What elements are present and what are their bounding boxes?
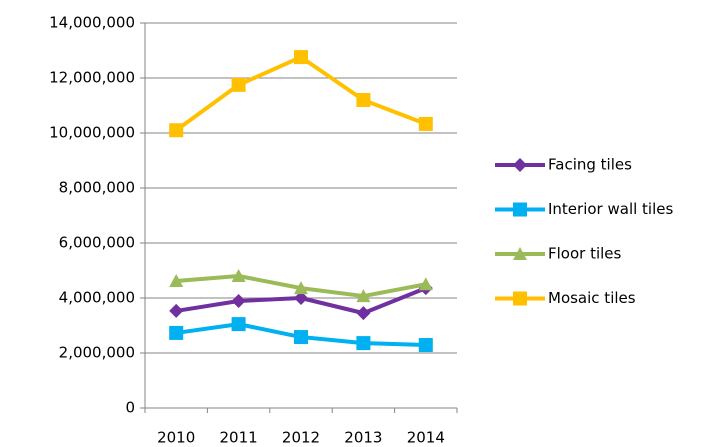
marker	[169, 273, 184, 287]
marker	[418, 338, 433, 353]
marker	[231, 77, 246, 92]
marker	[294, 281, 308, 295]
marker	[356, 336, 371, 351]
x-tick-label: 2011	[220, 429, 258, 447]
marker	[294, 50, 308, 65]
marker	[169, 325, 184, 340]
legend-label: Interior wall tiles	[548, 200, 673, 218]
marker	[169, 123, 184, 138]
series-line	[175, 55, 427, 132]
marker	[418, 277, 433, 291]
y-tick-label: 4,000,000	[59, 289, 135, 307]
legend-label: Mosaic tiles	[548, 289, 636, 307]
legend-marker	[513, 158, 527, 172]
marker	[294, 330, 308, 345]
marker	[231, 294, 246, 309]
x-tick-label: 2013	[344, 429, 382, 447]
marker	[231, 317, 246, 332]
legend-marker	[513, 291, 527, 306]
marker	[356, 289, 371, 303]
marker	[418, 116, 433, 131]
marker	[356, 306, 371, 321]
legend-marker	[513, 247, 527, 260]
y-tick-label: 14,000,000	[49, 14, 135, 32]
x-tick-label: 2010	[157, 429, 195, 447]
y-tick-label: 10,000,000	[49, 124, 135, 142]
x-tick-label: 2012	[282, 429, 320, 447]
y-tick-label: 8,000,000	[59, 179, 135, 197]
legend-label: Facing tiles	[548, 156, 632, 174]
marker	[169, 303, 184, 318]
marker	[294, 291, 308, 305]
marker	[356, 93, 371, 107]
y-tick-label: 12,000,000	[49, 69, 135, 87]
y-tick-label: 6,000,000	[59, 234, 135, 252]
y-tick-label: 0	[125, 399, 135, 417]
y-tick-label: 2,000,000	[59, 344, 135, 362]
legend-marker	[513, 202, 527, 217]
marker	[231, 269, 246, 282]
x-tick-label: 2014	[407, 429, 445, 447]
legend-label: Floor tiles	[548, 245, 622, 263]
